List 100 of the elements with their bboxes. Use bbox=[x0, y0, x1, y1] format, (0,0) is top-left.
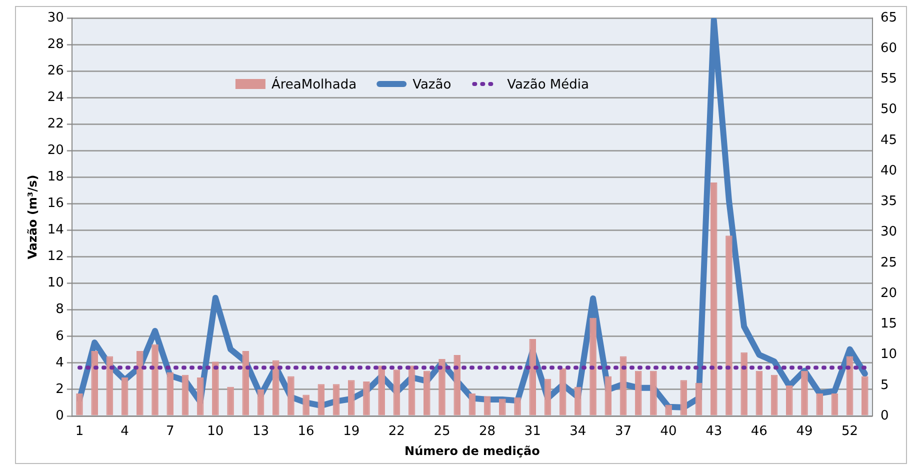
bar bbox=[454, 354, 460, 416]
bar bbox=[152, 344, 158, 416]
bar bbox=[76, 393, 83, 416]
bar bbox=[816, 393, 823, 416]
y2-tick-label: 50 bbox=[880, 102, 898, 118]
y-tick-label: 6 bbox=[56, 328, 64, 344]
y-tick-label: 24 bbox=[47, 90, 64, 105]
bar bbox=[831, 393, 838, 416]
x-tick-label: 43 bbox=[706, 424, 722, 440]
bar bbox=[212, 362, 219, 416]
legend-label: Vazão Média bbox=[507, 77, 589, 92]
y2-tick-label: 35 bbox=[880, 194, 898, 210]
bar bbox=[393, 370, 400, 416]
y-tick-label: 4 bbox=[56, 355, 64, 370]
bar bbox=[363, 382, 370, 416]
y-tick-label: 0 bbox=[56, 408, 64, 424]
bar bbox=[634, 370, 642, 416]
bar bbox=[544, 378, 552, 416]
y2-tick-label: 65 bbox=[880, 10, 898, 26]
y-tick-label: 18 bbox=[47, 170, 64, 185]
y-tick-label: 30 bbox=[47, 10, 64, 26]
bar bbox=[242, 350, 250, 416]
x-tick-label: 28 bbox=[479, 424, 496, 440]
bar bbox=[106, 356, 114, 416]
legend-label: ÁreaMolhada bbox=[271, 75, 357, 92]
bar bbox=[740, 352, 748, 416]
bar bbox=[695, 382, 702, 416]
y2-tick-label: 15 bbox=[880, 316, 898, 332]
y-tick-label: 12 bbox=[47, 249, 64, 264]
y-tick-label: 8 bbox=[56, 302, 64, 318]
bar bbox=[499, 398, 506, 416]
bar bbox=[136, 350, 144, 416]
bar bbox=[408, 366, 416, 416]
x-tick-label: 16 bbox=[298, 424, 314, 440]
y-tick-label: 2 bbox=[56, 382, 64, 397]
bar bbox=[574, 386, 582, 416]
x-tick-label: 49 bbox=[796, 424, 813, 440]
y-tick-label: 20 bbox=[47, 143, 64, 158]
bar bbox=[182, 374, 189, 416]
bar bbox=[786, 385, 793, 416]
bar bbox=[438, 358, 446, 416]
y-tick-label: 16 bbox=[47, 196, 64, 212]
bar bbox=[484, 396, 491, 416]
x-tick-label: 4 bbox=[120, 424, 129, 440]
x-tick-label: 31 bbox=[524, 424, 541, 440]
bar bbox=[650, 370, 657, 416]
bar bbox=[710, 182, 718, 416]
y2-tick-label: 20 bbox=[880, 286, 898, 301]
bar bbox=[559, 368, 566, 416]
bar bbox=[862, 376, 868, 416]
x-tick-label: 1 bbox=[75, 424, 84, 440]
bar bbox=[590, 318, 596, 416]
bar bbox=[770, 374, 778, 416]
x-tick-label: 10 bbox=[207, 424, 224, 440]
y2-tick-label: 25 bbox=[880, 255, 898, 270]
x-tick-label: 19 bbox=[343, 424, 360, 440]
bar bbox=[166, 372, 174, 416]
bar bbox=[514, 397, 521, 416]
bar bbox=[801, 370, 808, 416]
x-tick-label: 40 bbox=[660, 424, 677, 440]
y2-tick-label: 55 bbox=[880, 72, 898, 87]
bar bbox=[257, 389, 264, 416]
y-tick-label: 26 bbox=[47, 63, 64, 78]
bar bbox=[756, 370, 763, 416]
bar bbox=[726, 236, 732, 416]
legend-label: Vazão bbox=[412, 77, 452, 92]
y2-tick-label: 5 bbox=[880, 378, 889, 393]
bar bbox=[318, 384, 325, 416]
y2-tick-label: 10 bbox=[880, 347, 898, 362]
bar bbox=[423, 370, 430, 416]
x-tick-label: 25 bbox=[434, 424, 450, 440]
bar bbox=[680, 380, 688, 416]
x-tick-label: 7 bbox=[166, 424, 174, 440]
bar bbox=[604, 376, 612, 416]
bar bbox=[332, 384, 340, 416]
bar bbox=[468, 393, 476, 416]
bar bbox=[91, 350, 98, 416]
y2-tick-label: 0 bbox=[880, 408, 889, 424]
bar bbox=[348, 380, 355, 416]
bar bbox=[196, 378, 204, 416]
y-tick-label: 10 bbox=[47, 276, 64, 291]
bar bbox=[272, 360, 280, 416]
x-tick-label: 13 bbox=[252, 424, 270, 440]
y2-tick-label: 60 bbox=[880, 40, 898, 56]
bar bbox=[378, 366, 385, 416]
bar bbox=[227, 386, 234, 416]
y2-tick-label: 45 bbox=[880, 132, 898, 148]
y2-tick-label: 30 bbox=[880, 224, 898, 240]
y-tick-label: 22 bbox=[47, 116, 64, 132]
y-tick-label: 28 bbox=[47, 36, 64, 52]
x-tick-label: 37 bbox=[614, 424, 632, 440]
x-tick-label: 34 bbox=[570, 424, 586, 440]
y2-tick-label: 40 bbox=[880, 163, 898, 178]
x-axis-title: Número de medição bbox=[404, 444, 540, 458]
y-axis-title: Vazão (m³/s) bbox=[25, 174, 40, 260]
x-tick-label: 52 bbox=[842, 424, 858, 440]
y-tick-label: 14 bbox=[47, 222, 64, 238]
x-tick-label: 46 bbox=[750, 424, 768, 440]
bar bbox=[302, 394, 310, 416]
bar bbox=[288, 376, 294, 416]
